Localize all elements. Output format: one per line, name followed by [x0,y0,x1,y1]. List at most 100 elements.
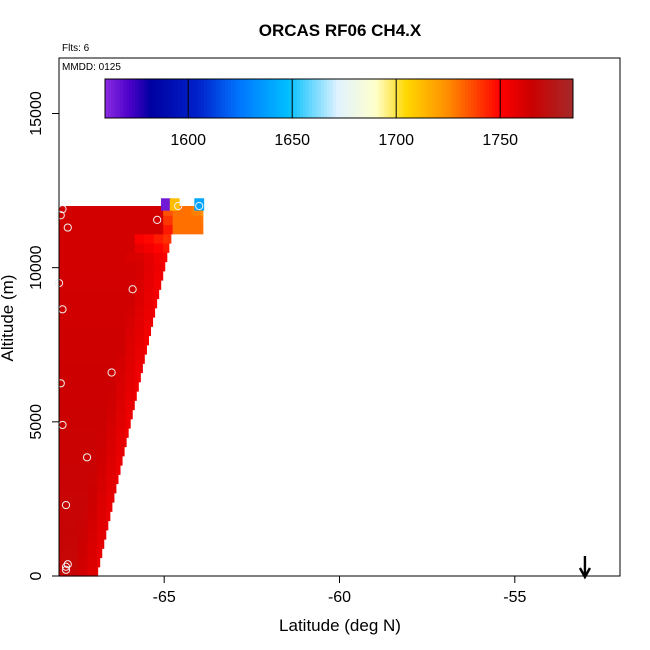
heatmap-cell [68,492,79,503]
heatmap-cell [144,270,155,281]
colorbar-segment [468,79,472,118]
heatmap-cell [96,465,107,475]
heatmap-cell [125,243,136,253]
heatmap-cell [68,270,79,281]
heatmap-cell [125,317,136,327]
colorbar-segment [447,79,451,118]
heatmap-cell [96,233,107,244]
heatmap-cell [134,206,145,216]
heatmap-cell [106,492,115,503]
colorbar-segment [420,79,424,118]
heatmap-cell [68,418,79,429]
heatmap-cell [87,446,98,457]
colorbar-segment [357,79,361,118]
heatmap-cell [87,280,98,290]
heatmap-cell [96,335,107,346]
heatmap-cell [96,474,107,485]
heatmap-cell [125,409,133,420]
colorbar-segment [504,79,508,118]
heatmap-cell [134,289,145,300]
heatmap-cell [153,206,164,216]
colorbar-segment [192,79,196,118]
arrow-head [578,567,591,580]
heatmap-cell [134,363,143,374]
heatmap-cell [87,363,98,374]
heatmap-cell [59,289,70,300]
heatmap-cell [125,381,136,392]
heatmap-cell [68,372,79,383]
colorbar: 1600 1650 1700 1750 [104,78,574,149]
heatmap-cell [115,307,126,318]
x-axis-label: Latitude (deg N) [279,616,401,635]
colorbar-segment [195,79,199,118]
heatmap-cell [77,465,88,475]
heatmap-cell [59,400,70,411]
heatmap-cell [87,465,98,475]
heatmap-cell [106,502,113,512]
heatmap-cell [87,381,98,392]
curtain-cells [59,206,204,577]
colorbar-segment [339,79,343,118]
colorbar-segment [315,79,319,118]
heatmap-cell [59,418,70,429]
y-tick-label: 10000 [28,245,45,290]
heatmap-cell [96,317,107,327]
colorbar-segment [198,79,202,118]
colorbar-segment [474,79,478,118]
heatmap-cell [115,465,121,475]
heatmap-cell [87,206,98,216]
heatmap-cell [87,372,98,383]
heatmap-cell [125,354,136,364]
heatmap-cell [96,261,107,272]
heatmap-cell [68,344,79,355]
colorbar-segment [300,79,304,118]
heatmap-cell [68,428,79,438]
colorbar-segment [258,79,262,118]
heatmap-cell [106,400,117,411]
heatmap-cell [96,215,107,226]
heatmap-cell [96,298,107,309]
colorbar-segment [510,79,514,118]
heatmap-cell [87,529,98,540]
colorbar-segment [417,79,421,118]
heatmap-cell [153,280,162,290]
heatmap-cell [77,317,88,327]
heatmap-cell [106,465,117,475]
heatmap-cell [68,520,79,531]
heatmap-cell [96,566,99,577]
heatmap-cell [77,307,88,318]
heatmap-cell [96,557,101,568]
colorbar-segment [534,79,538,118]
heatmap-cell [106,363,117,374]
heatmap-cell [77,252,88,263]
heatmap-cell [106,233,117,244]
heatmap-cell [115,233,126,244]
colorbar-segment [351,79,355,118]
colorbar-segment [129,79,133,118]
heatmap-cell [96,243,107,253]
colorbar-segment [126,79,130,118]
heatmap-cell [96,344,107,355]
heatmap-cell [96,252,107,263]
heatmap-cell [68,307,79,318]
heatmap-cell [153,215,164,226]
colorbar-segment [240,79,244,118]
heatmap-cell [201,215,204,226]
colorbar-segment [495,79,499,118]
heatmap-cell [115,418,126,429]
colorbar-segment [297,79,301,118]
heatmap-cell [77,418,88,429]
heatmap-cell [77,289,88,300]
heatmap-cell [77,557,88,568]
heatmap-cell [144,317,154,327]
colorbar-segment [432,79,436,118]
heatmap-cell [106,270,117,281]
heatmap-cell [153,233,164,244]
heatmap-cell [153,224,164,235]
heatmap-cell [77,391,88,401]
heatmap-cell [125,270,136,281]
heatmap-cell [115,270,126,281]
heatmap-cell [144,215,155,226]
colorbar-segment [264,79,268,118]
colorbar-segment [279,79,283,118]
